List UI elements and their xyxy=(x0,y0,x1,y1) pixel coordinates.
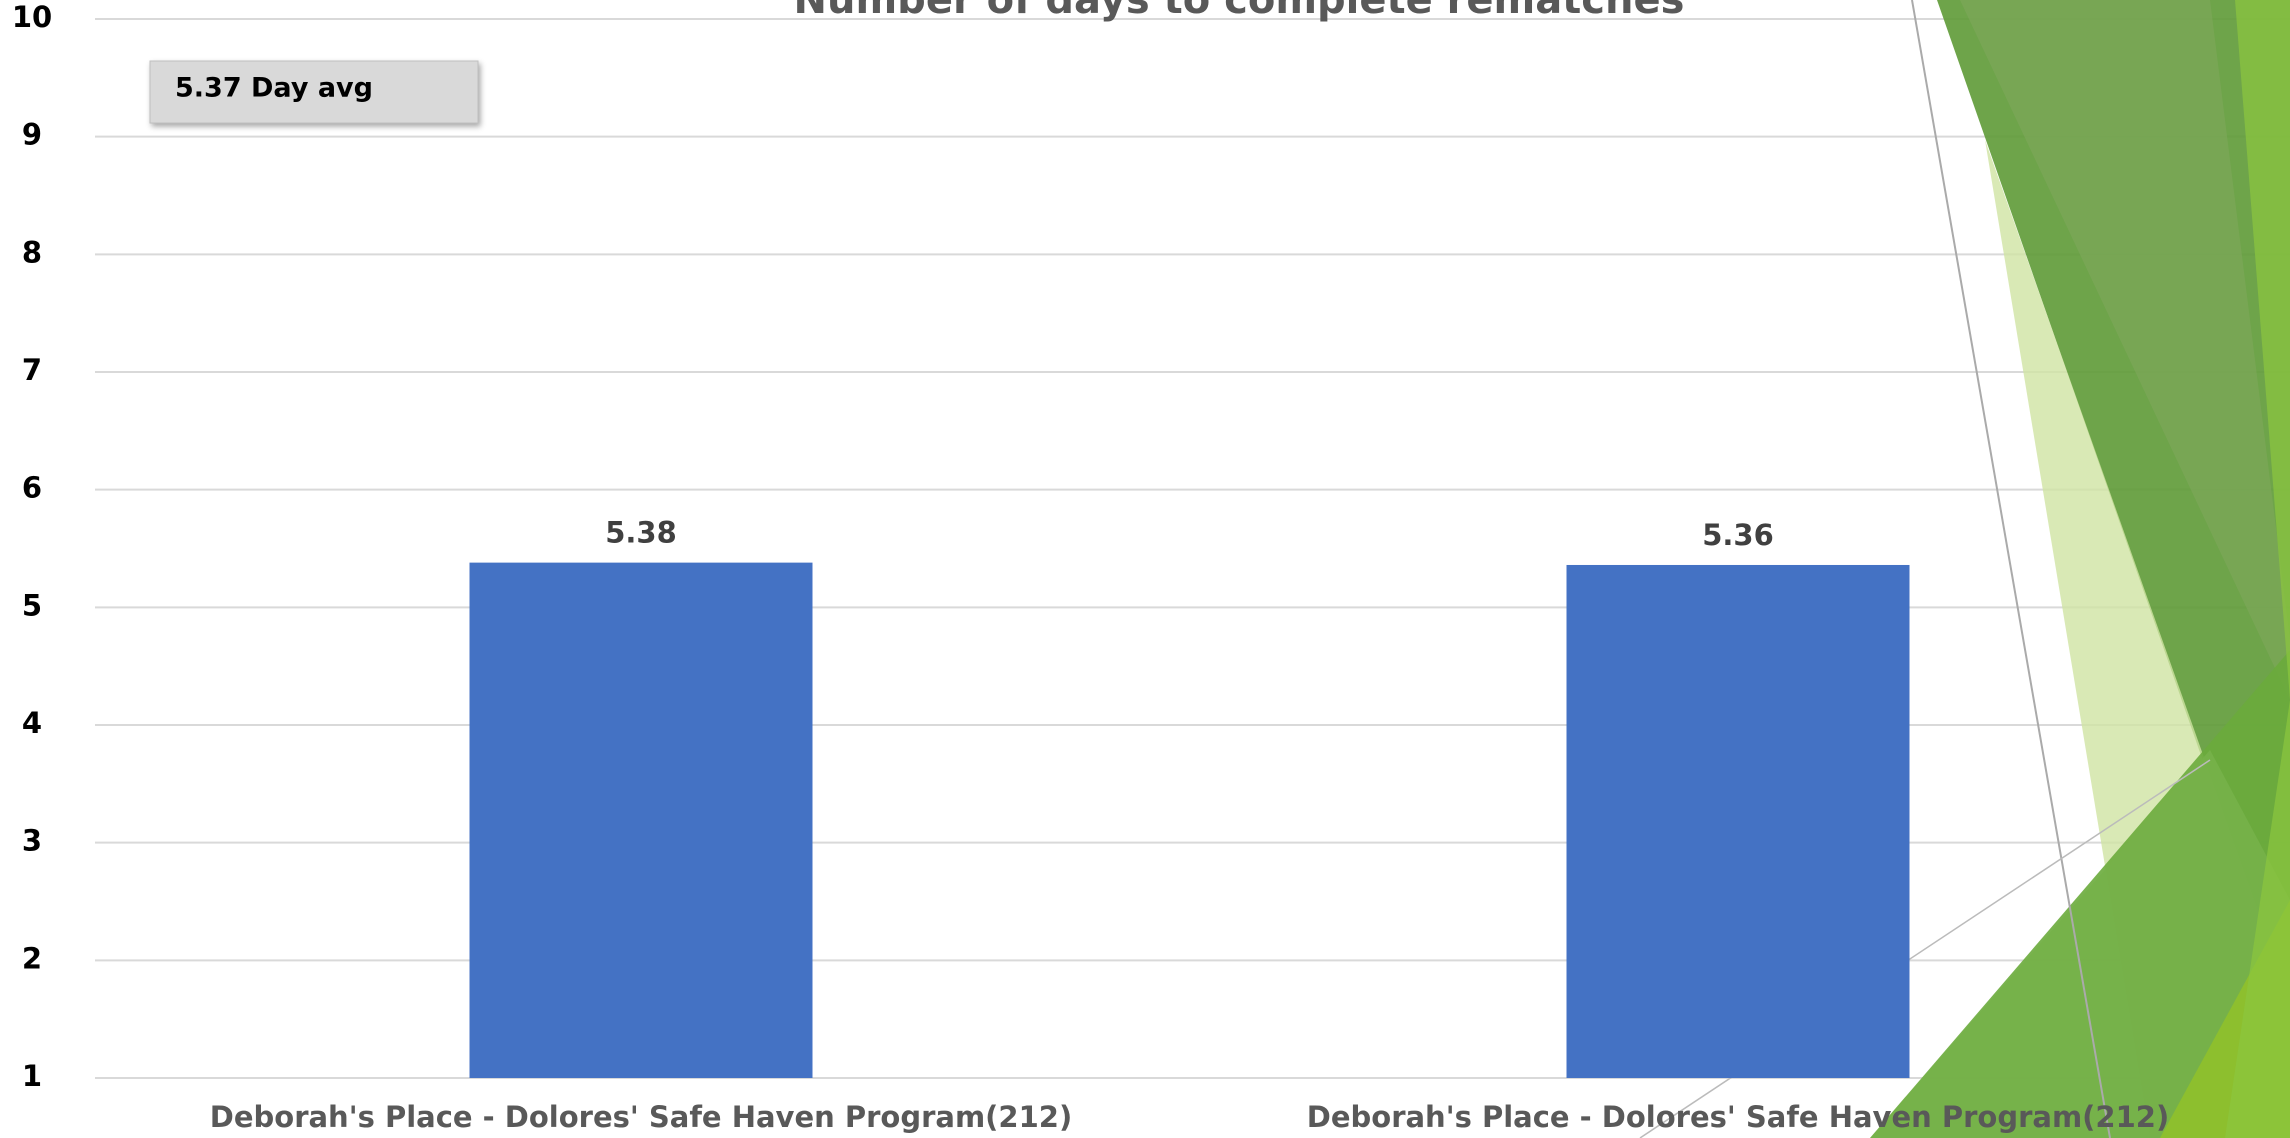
y-tick-label: 8 xyxy=(22,235,42,269)
y-tick-label: 6 xyxy=(22,471,42,505)
x-tick-label: Deborah's Place - Dolores' Safe Haven Pr… xyxy=(1307,1100,2169,1134)
y-tick-label: 5 xyxy=(22,588,42,622)
value-label: 5.38 xyxy=(605,516,677,550)
annotation: 5.37 Day avg xyxy=(175,73,373,104)
deco-shape xyxy=(1870,650,2290,1138)
deco-line xyxy=(1911,0,2111,1138)
value-label: 5.36 xyxy=(1702,518,1774,552)
y-tick-label: 10 xyxy=(12,0,52,34)
y-tick-label: 4 xyxy=(22,706,42,740)
annotation-box xyxy=(149,60,479,124)
deco-shape xyxy=(2225,0,2290,1138)
y-tick-label: 7 xyxy=(22,353,42,387)
y-tick-label: 3 xyxy=(22,824,42,858)
x-tick-label: Deborah's Place - Dolores' Safe Haven Pr… xyxy=(210,1100,1072,1134)
bar xyxy=(469,562,813,1078)
y-tick-label: 9 xyxy=(22,118,42,152)
bar xyxy=(1566,564,1910,1078)
decoration xyxy=(1639,0,2290,1138)
chart-title: Number of days to complete rematches xyxy=(794,0,1685,23)
y-tick-label: 2 xyxy=(22,941,42,975)
deco-shape xyxy=(1960,0,2290,700)
y-tick-label: 1 xyxy=(22,1059,42,1093)
